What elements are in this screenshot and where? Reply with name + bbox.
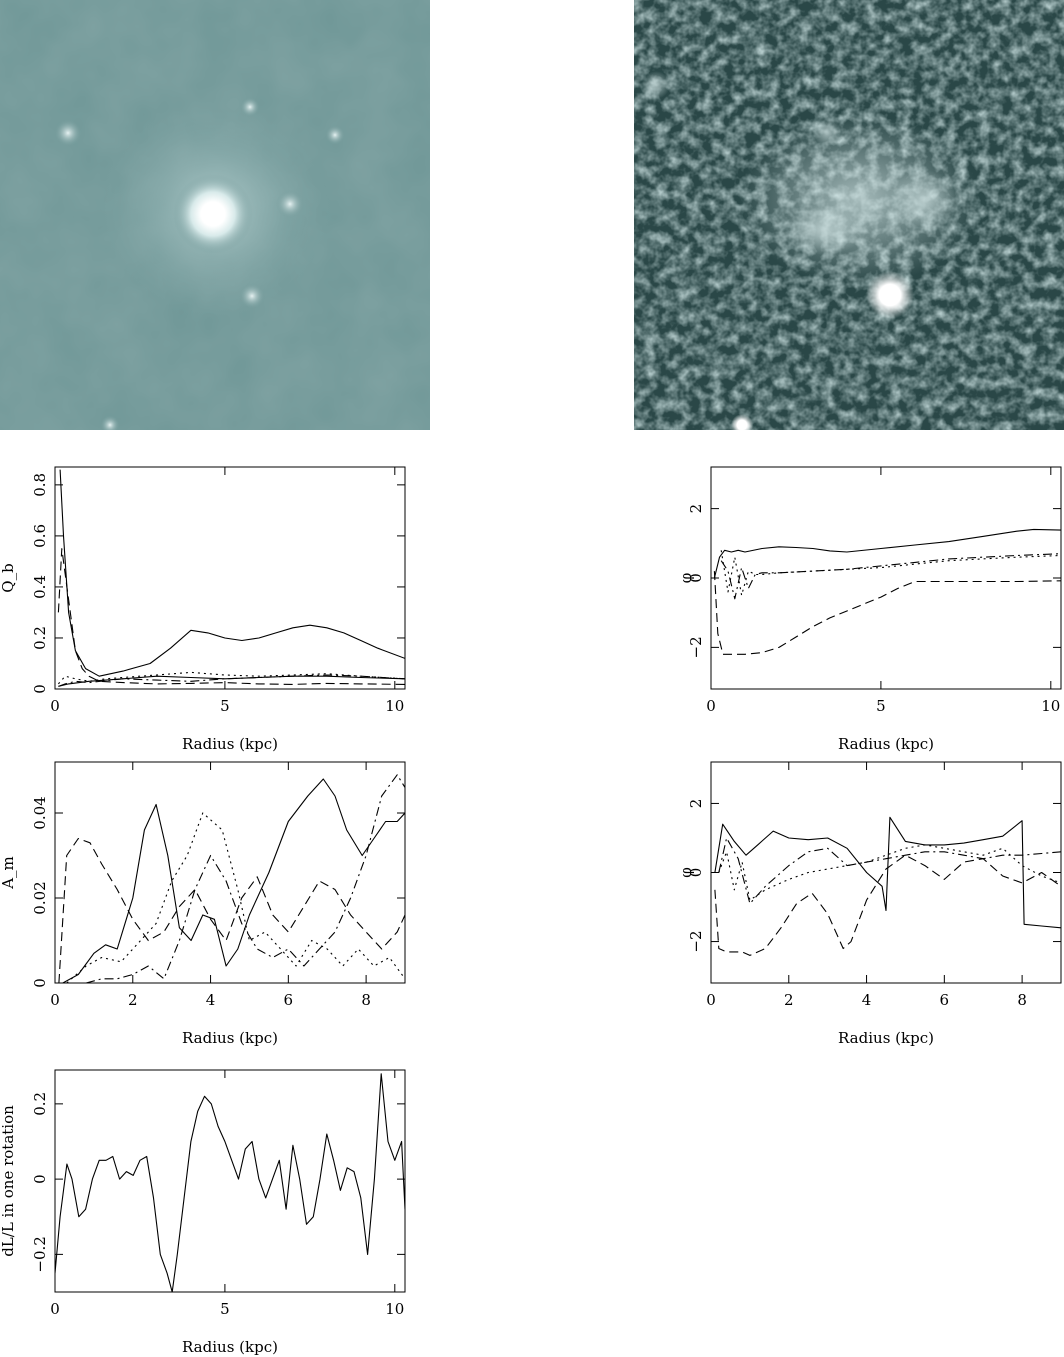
plot-frame	[54, 466, 406, 690]
y-axis-label: dL/L in one rotation	[0, 1105, 17, 1257]
series-line-dashed	[57, 548, 405, 685]
plot-frame	[54, 761, 406, 984]
x-tick-label: 4	[206, 991, 216, 1009]
series-group	[57, 469, 405, 687]
y-tick-label: 0.4	[31, 575, 49, 599]
y-tick-label: 0.02	[31, 881, 49, 914]
dl-plot: 0 5 10 −0.2 0 0.2 Radius (kpc) dL/L in one rota…	[0, 1069, 406, 1356]
y-tick-label: −2	[687, 636, 705, 658]
x-tick-label: 0	[706, 991, 716, 1009]
x-axis-label: Radius (kpc)	[838, 1029, 934, 1047]
series-line-dashdot	[85, 774, 405, 983]
series-group	[58, 774, 405, 983]
x-tick-label: 10	[385, 697, 404, 715]
x-tick-label: 5	[876, 697, 886, 715]
series-line-solid	[59, 469, 405, 677]
series-line-dashdot	[718, 837, 1061, 905]
x-axis-label: Radius (kpc)	[182, 1338, 278, 1356]
x-tick-label: 0	[50, 697, 60, 715]
series-line-dashdot	[58, 674, 405, 687]
am-plot: 0 2 4 6 8 0 0.02 0.04 Radius (kpc) A_m	[0, 761, 406, 1047]
y-tick-label: 0.2	[31, 1092, 49, 1116]
y-tick-label: 0.2	[31, 626, 49, 650]
x-axis-label: Radius (kpc)	[182, 1029, 278, 1047]
y-tick-label: 0	[687, 868, 705, 878]
y-axis-label: φ	[677, 867, 695, 878]
x-tick-label: 6	[284, 991, 294, 1009]
x-tick-label: 0	[706, 697, 716, 715]
series-group	[55, 1073, 405, 1292]
series-line-dashed	[713, 571, 1061, 655]
y-tick-label: 0.8	[31, 473, 49, 497]
x-tick-label: 8	[1017, 991, 1027, 1009]
left-galaxy-svg	[0, 0, 430, 430]
phi-plot-top: 0 5 10 −2 0 2 Radius (kpc) φ	[677, 466, 1062, 753]
series-line-dashed	[714, 854, 1061, 956]
phi-plot-bottom: 0 2 4 6 8 −2 0 2 Radius (kpc) φ	[677, 761, 1062, 1047]
plot-frame	[54, 1069, 406, 1293]
right-galaxy-image	[634, 0, 1064, 430]
x-tick-label: 5	[220, 1300, 230, 1318]
y-tick-label: 2	[687, 799, 705, 809]
y-tick-label: −0.2	[31, 1236, 49, 1272]
series-line-solid	[62, 778, 405, 983]
plot-frame	[710, 466, 1062, 690]
x-tick-label: 10	[1041, 697, 1060, 715]
y-tick-label: 0	[687, 573, 705, 583]
series-line-dashed	[58, 837, 405, 983]
x-tick-label: 6	[940, 991, 950, 1009]
y-axis-label: A_m	[0, 856, 17, 890]
series-line-dotted	[720, 550, 1061, 596]
y-tick-label: 0	[31, 684, 49, 694]
qb-plot: 0 5 10 0 0.2 0.4 0.6 0.8 Radius (kpc) Q_b	[0, 466, 406, 753]
x-tick-label: 5	[220, 697, 230, 715]
y-tick-label: −2	[687, 931, 705, 953]
x-tick-label: 4	[862, 991, 872, 1009]
y-tick-label: 0.04	[31, 796, 49, 829]
x-tick-label: 8	[361, 991, 371, 1009]
y-axis-label: Q_b	[0, 563, 17, 592]
y-tick-label: 0	[31, 978, 49, 988]
series-group	[714, 816, 1061, 956]
x-axis-label: Radius (kpc)	[838, 735, 934, 753]
x-tick-label: 2	[128, 991, 138, 1009]
x-tick-label: 0	[50, 1300, 60, 1318]
x-tick-label: 0	[50, 991, 60, 1009]
y-tick-label: 0.6	[31, 524, 49, 548]
series-line-dotted	[66, 812, 405, 983]
y-tick-label: 0	[31, 1174, 49, 1184]
series-line-solid	[714, 816, 1061, 929]
x-tick-label: 2	[784, 991, 794, 1009]
series-line-solid	[55, 1073, 405, 1292]
series-line-solid	[713, 528, 1061, 579]
right-galaxy-svg	[634, 0, 1064, 430]
y-tick-label: 2	[687, 504, 705, 514]
series-line-solid	[58, 675, 405, 687]
series-group	[713, 528, 1061, 655]
series-line-dotted	[718, 844, 1061, 901]
y-axis-label: φ	[677, 573, 695, 584]
x-tick-label: 10	[385, 1300, 404, 1318]
left-galaxy-image	[0, 0, 430, 430]
x-axis-label: Radius (kpc)	[182, 735, 278, 753]
